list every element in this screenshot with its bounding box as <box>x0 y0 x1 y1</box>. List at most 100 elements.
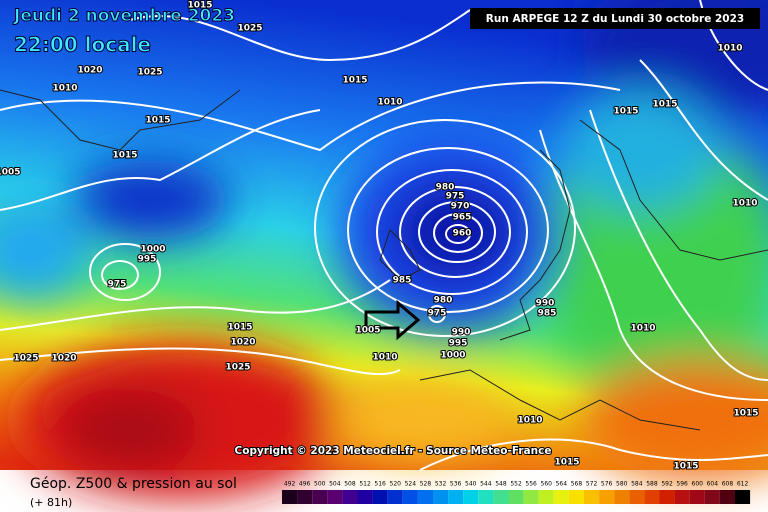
isobar-label: 1025 <box>13 354 38 364</box>
scale-label: 500 <box>314 481 326 488</box>
isobar-label: 1010 <box>630 324 655 334</box>
isobar-label: 1020 <box>230 338 255 348</box>
scale-label: 572 <box>586 481 598 488</box>
isobar-label: 1005 <box>355 326 380 336</box>
scale-swatch <box>644 490 660 504</box>
scale-label: 560 <box>541 481 553 488</box>
isobar-label: 1010 <box>717 44 742 54</box>
isobar-label: 975 <box>446 192 465 202</box>
copyright: Copyright © 2023 Meteociel.fr - Source M… <box>235 445 552 457</box>
isobar-label: 965 <box>453 213 472 223</box>
scale-swatch <box>448 490 464 504</box>
isobar-label: 990 <box>536 299 555 309</box>
isobar-label: 1000 <box>140 245 165 255</box>
isobar-label: 985 <box>538 309 557 319</box>
isobar-label: 1025 <box>225 363 250 373</box>
isobar-label: 1010 <box>377 98 402 108</box>
scale-swatch <box>719 490 735 504</box>
scale-swatch <box>493 490 509 504</box>
scale-label: 540 <box>465 481 477 488</box>
scale-label: 528 <box>420 481 432 488</box>
footer-lead: (+ 81h) <box>30 496 72 509</box>
isobar-label: 1020 <box>51 354 76 364</box>
isobar-label: 1010 <box>52 84 77 94</box>
scale-label: 568 <box>571 481 583 488</box>
isobar-label: 975 <box>108 280 127 290</box>
scale-label: 516 <box>374 481 386 488</box>
scale-label: 596 <box>676 481 688 488</box>
isobar-label: 1010 <box>517 416 542 426</box>
scale-swatch <box>282 490 298 504</box>
scale-swatch <box>387 490 403 504</box>
scale-swatch <box>297 490 313 504</box>
scale-swatch <box>689 490 705 504</box>
scale-label: 564 <box>556 481 568 488</box>
date: Jeudi 2 novembre 2023 <box>13 6 235 26</box>
scale-label: 508 <box>344 481 356 488</box>
isobar-label: 1015 <box>554 458 579 468</box>
isobar-label: 1015 <box>673 462 698 472</box>
isobar-label: 1015 <box>112 151 137 161</box>
scale-label: 612 <box>737 481 749 488</box>
isobar-label: 1010 <box>732 199 757 209</box>
scale-swatch <box>312 490 328 504</box>
scale-swatch <box>478 490 494 504</box>
isobar-label: 980 <box>434 296 453 306</box>
scale-swatch <box>402 490 418 504</box>
run-box <box>470 8 760 29</box>
isobar-label: 1015 <box>613 107 638 117</box>
scale-swatch <box>463 490 479 504</box>
scale-swatch <box>674 490 690 504</box>
scale-swatch <box>433 490 449 504</box>
scale-swatch <box>735 490 751 504</box>
scale-label: 584 <box>631 481 643 488</box>
scale-label: 520 <box>390 481 402 488</box>
color-scale: 492 496 500 504 508 512 516 520 524 528 532 536 540 5… <box>282 481 751 504</box>
scale-label: 548 <box>495 481 507 488</box>
isobar-label: 1020 <box>77 66 102 76</box>
scale-label: 576 <box>601 481 613 488</box>
isobar-label: 1025 <box>137 68 162 78</box>
scale-label: 532 <box>435 481 447 488</box>
scale-swatch <box>342 490 358 504</box>
isobar-label: 1015 <box>733 409 758 419</box>
isobar-label: 1010 <box>372 353 397 363</box>
arrow <box>364 299 421 341</box>
scale-swatch <box>659 490 675 504</box>
isobar-label: 960 <box>453 229 472 239</box>
scale-swatch <box>568 490 584 504</box>
field <box>0 0 768 500</box>
scale-label: 592 <box>661 481 673 488</box>
scale-label: 512 <box>359 481 371 488</box>
isobar-label: 990 <box>452 328 471 338</box>
scale-swatch <box>538 490 554 504</box>
scale-swatch <box>523 490 539 504</box>
scale-label: 524 <box>405 481 417 488</box>
scale-swatch <box>584 490 600 504</box>
scale-swatch <box>327 490 343 504</box>
isobar-label: 995 <box>449 339 468 349</box>
scale-label: 536 <box>450 481 462 488</box>
scale-label: 504 <box>329 481 341 488</box>
scale-label: 492 <box>284 481 296 488</box>
scale-label: 552 <box>510 481 522 488</box>
isobar-labels: 1015 1025 1020 1025 1010 1015 1010 1015 1015 1005… <box>0 0 760 473</box>
scale-swatch <box>614 490 630 504</box>
scale-swatch <box>357 490 373 504</box>
scale-label: 600 <box>692 481 704 488</box>
scale-label: 580 <box>616 481 628 488</box>
isobar-label: 980 <box>436 183 455 193</box>
isobar-label: 995 <box>138 255 157 265</box>
scale-swatch <box>629 490 645 504</box>
scale-label: 544 <box>480 481 492 488</box>
scale-label: 496 <box>299 481 311 488</box>
scale-swatch <box>553 490 569 504</box>
isobar-label: 1025 <box>237 24 262 34</box>
scale-swatch <box>704 490 720 504</box>
isobar-label: 1015 <box>342 76 367 86</box>
isobar-label: 1015 <box>652 100 677 110</box>
isobar-label: 1000 <box>440 351 465 361</box>
scale-label: 556 <box>525 481 537 488</box>
